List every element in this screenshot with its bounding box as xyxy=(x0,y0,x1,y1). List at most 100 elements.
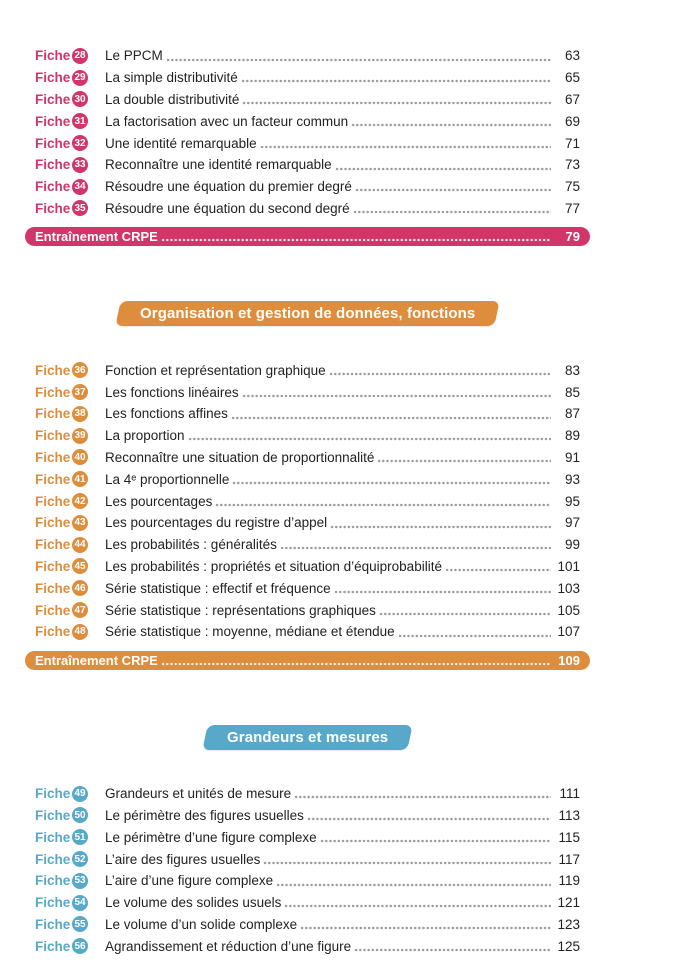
dot-leader xyxy=(397,620,551,643)
toc-section-grandeurs-mesures: Grandeurs et mesures Fiche 49 Grandeurs et … xyxy=(25,724,590,958)
toc-entry: Fiche 46 Série statistique : effectif et f… xyxy=(25,577,590,600)
entry-page-number: 77 xyxy=(564,200,580,216)
entry-page-number: 83 xyxy=(564,362,580,378)
entry-page-number: 67 xyxy=(564,91,580,107)
fiche-label: Fiche xyxy=(35,938,71,954)
dot-leader xyxy=(334,153,551,176)
fiche-label: Fiche xyxy=(35,786,71,802)
fiche-label: Fiche xyxy=(35,113,71,129)
entry-title: Reconnaître une situation de proportionn… xyxy=(105,449,375,465)
fiche-label: Fiche xyxy=(35,179,71,195)
fiche-label: Fiche xyxy=(35,428,71,444)
entry-title: Série statistique : représentations grap… xyxy=(105,602,376,618)
entry-title: Le périmètre d’une figure complexe xyxy=(105,829,317,845)
fiche-number-badge: 31 xyxy=(72,113,88,130)
fiche-label: Fiche xyxy=(35,558,71,574)
entry-page-number: 91 xyxy=(564,449,580,465)
fiche-number-badge: 30 xyxy=(72,91,88,108)
dot-leader xyxy=(351,110,551,133)
fiche-number-badge: 41 xyxy=(72,471,88,488)
entry-title: Les pourcentages du registre d’appel xyxy=(105,515,328,531)
toc-section-donnees-fonctions: Organisation et gestion de données, fonc… xyxy=(25,301,590,670)
dot-leader xyxy=(354,175,551,198)
entrainement-page-number: 79 xyxy=(565,229,580,245)
fiche-number-badge: 45 xyxy=(72,558,88,575)
toc-entry: Fiche 51 Le périmètre d’une figure complex… xyxy=(25,826,590,849)
entry-title: Le PPCM xyxy=(105,48,163,64)
dot-leader xyxy=(259,132,551,154)
fiche-number-badge: 40 xyxy=(72,449,88,466)
fiche-label: Fiche xyxy=(35,48,71,64)
toc-entry: Fiche 52 L’aire des figures usuelles 117 xyxy=(25,848,590,870)
entry-title: L’aire d’une figure complexe xyxy=(105,873,274,889)
entry-title: Les probabilités : propriétés et situati… xyxy=(105,558,442,574)
toc-entry: Fiche 30 La double distributivité 67 xyxy=(25,88,590,111)
fiche-number-badge: 48 xyxy=(72,623,88,640)
fiche-number-badge: 42 xyxy=(72,493,88,510)
fiche-number-badge: 52 xyxy=(72,851,88,868)
fiche-label: Fiche xyxy=(35,200,71,216)
dot-leader xyxy=(165,45,551,67)
entry-page-number: 87 xyxy=(564,406,580,422)
dot-leader xyxy=(160,227,551,247)
fiche-number-badge: 36 xyxy=(72,362,88,379)
entry-page-number: 115 xyxy=(558,829,580,845)
dot-leader xyxy=(378,599,551,621)
entry-title: Les probabilités : généralités xyxy=(105,537,277,553)
dot-leader xyxy=(215,490,551,512)
fiche-label: Fiche xyxy=(35,515,71,531)
toc-entry: Fiche 29 La simple distributivité 65 xyxy=(25,66,590,89)
entry-title: Une identité remarquable xyxy=(105,135,257,151)
fiche-number-badge: 54 xyxy=(72,894,88,911)
toc-entry: Fiche 40 Reconnaître une situation de prop… xyxy=(25,446,590,469)
toc-entry: Fiche 37 Les fonctions linéaires 85 xyxy=(25,381,590,403)
dot-leader xyxy=(284,891,551,914)
toc-entry: Fiche 41 La 4ᵉ proportionnelle 93 xyxy=(25,468,590,491)
toc-section-calcul: Fiche 28 Le PPCM 63 Fiche 29 La simple distrib… xyxy=(25,45,590,247)
dot-leader xyxy=(352,197,551,220)
fiche-number-badge: 46 xyxy=(72,580,88,597)
toc-entry: Fiche 35 Résoudre une équation du second d… xyxy=(25,197,590,220)
toc-sections-container: Fiche 28 Le PPCM 63 Fiche 29 La simple distrib… xyxy=(25,45,590,958)
entry-page-number: 101 xyxy=(557,558,580,574)
entry-page-number: 69 xyxy=(564,113,580,129)
entry-title: Résoudre une équation du second degré xyxy=(105,200,350,216)
dot-leader xyxy=(230,402,551,425)
entry-title: Les fonctions linéaires xyxy=(105,384,239,400)
section-header: Organisation et gestion de données, fonc… xyxy=(25,301,590,327)
fiche-number-badge: 49 xyxy=(72,785,88,802)
dot-leader xyxy=(330,511,551,534)
dot-leader xyxy=(444,555,551,578)
entrainement-crpe-label: Entraînement CRPE xyxy=(35,652,158,668)
entry-title: La factorisation avec un facteur commun xyxy=(105,113,349,129)
dot-leader xyxy=(279,533,551,556)
entry-title: Le périmètre des figures usuelles xyxy=(105,807,304,823)
entry-page-number: 65 xyxy=(564,70,580,86)
dot-leader xyxy=(294,782,551,805)
entry-title: La proportion xyxy=(105,428,185,444)
entry-page-number: 71 xyxy=(564,135,580,151)
entry-title: Série statistique : effectif et fréquenc… xyxy=(105,580,331,596)
fiche-number-badge: 33 xyxy=(72,156,88,173)
entry-page-number: 73 xyxy=(564,157,580,173)
toc-entry: Fiche 47 Série statistique : représentatio… xyxy=(25,599,590,621)
section-title: Grandeurs et mesures xyxy=(226,728,389,746)
entry-page-number: 107 xyxy=(557,624,580,640)
entry-page-number: 103 xyxy=(557,580,580,596)
entry-page-number: 97 xyxy=(564,515,580,531)
entry-page-number: 123 xyxy=(557,916,580,932)
fiche-number-badge: 44 xyxy=(72,536,88,553)
section-title-banner: Organisation et gestion de données, fonc… xyxy=(115,301,500,327)
fiche-number-badge: 35 xyxy=(72,200,88,217)
fiche-label: Fiche xyxy=(35,493,71,509)
fiche-label: Fiche xyxy=(35,91,71,107)
dot-leader xyxy=(319,826,551,849)
toc-entry: Fiche 44 Les probabilités : généralités 99 xyxy=(25,533,590,556)
fiche-number-badge: 37 xyxy=(72,384,88,401)
entry-page-number: 75 xyxy=(564,179,580,195)
toc-entry: Fiche 28 Le PPCM 63 xyxy=(25,45,590,67)
entrainement-crpe-banner: Entraînement CRPE 109 xyxy=(25,650,590,670)
toc-entry: Fiche 34 Résoudre une équation du premier … xyxy=(25,175,590,198)
fiche-number-badge: 29 xyxy=(72,69,88,86)
toc-entry: Fiche 31 La factorisation avec un facteur … xyxy=(25,110,590,133)
